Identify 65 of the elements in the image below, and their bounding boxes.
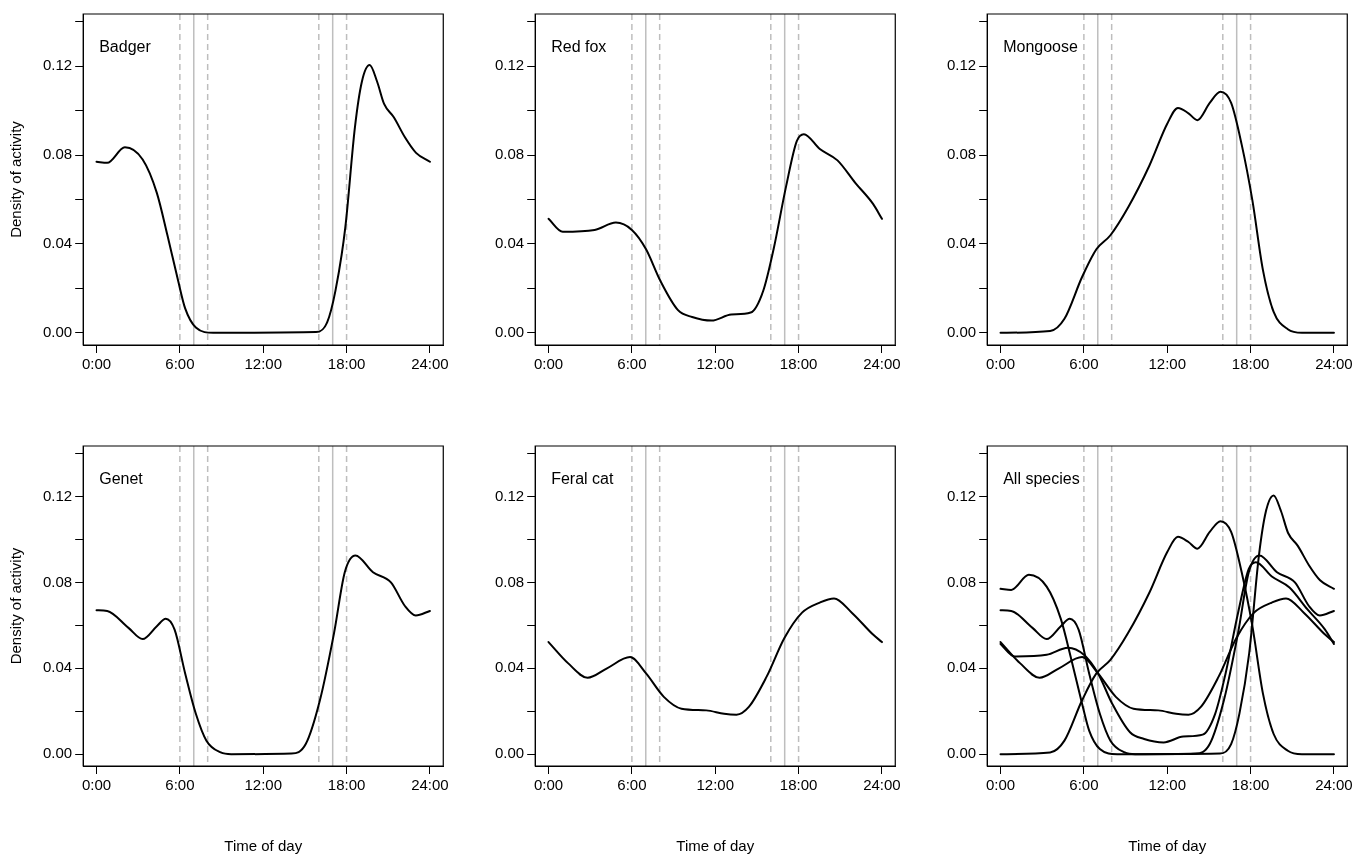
x-tick-label: 18:00 xyxy=(1231,355,1270,373)
x-tick-label: 18:00 xyxy=(1231,776,1270,794)
y-tick-label: 0.00 xyxy=(946,322,977,340)
x-tick-label: 12:00 xyxy=(244,776,283,794)
x-tick-label: 6:00 xyxy=(165,776,195,794)
x-tick-label: 12:00 xyxy=(696,776,735,794)
x-axis-title: Time of day xyxy=(1128,837,1207,855)
text: Red fox xyxy=(551,38,607,56)
text: Feral cat xyxy=(551,470,614,488)
y-tick-label: 0.00 xyxy=(494,322,525,340)
x-tick-label: 24:00 xyxy=(411,355,449,373)
x-tick-label: 18:00 xyxy=(779,776,818,794)
y-tick-label: 0.04 xyxy=(494,234,525,252)
y-tick-label: 0.00 xyxy=(946,744,977,762)
text: All species xyxy=(1003,470,1080,488)
x-tick-label: 24:00 xyxy=(863,355,901,373)
x-tick-label: 12:00 xyxy=(1148,776,1187,794)
y-tick-label: 0.00 xyxy=(42,322,73,340)
x-tick-label: 24:00 xyxy=(411,776,449,794)
y-tick-label: 0.08 xyxy=(494,572,525,590)
text: Badger xyxy=(99,38,152,56)
x-tick-label: 24:00 xyxy=(1315,355,1353,373)
y-tick-label: 0.00 xyxy=(42,744,73,762)
y-tick-label: 0.12 xyxy=(946,56,977,74)
x-tick-label: 0:00 xyxy=(533,355,564,373)
x-tick-label: 6:00 xyxy=(1069,355,1099,373)
x-tick-label: 0:00 xyxy=(81,355,112,373)
x-tick-label: 12:00 xyxy=(244,355,283,373)
x-tick-label: 6:00 xyxy=(617,355,647,373)
x-tick-label: 18:00 xyxy=(327,355,366,373)
y-axis-title: Density of activity xyxy=(7,547,25,665)
y-tick-label: 0.12 xyxy=(494,56,525,74)
x-tick-label: 6:00 xyxy=(1069,776,1099,794)
y-axis-title: Density of activity xyxy=(7,120,25,238)
y-tick-label: 0.04 xyxy=(946,234,977,252)
y-tick-label: 0.12 xyxy=(42,486,73,504)
y-tick-label: 0.00 xyxy=(494,744,525,762)
y-tick-label: 0.08 xyxy=(42,145,73,163)
y-tick-label: 0.12 xyxy=(946,486,977,504)
x-tick-label: 0:00 xyxy=(985,355,1016,373)
y-tick-label: 0.08 xyxy=(946,145,977,163)
x-axis-title: Time of day xyxy=(224,837,303,855)
y-tick-label: 0.04 xyxy=(42,234,73,252)
x-tick-label: 0:00 xyxy=(985,776,1016,794)
y-tick-label: 0.08 xyxy=(946,572,977,590)
x-tick-label: 18:00 xyxy=(779,355,818,373)
x-tick-label: 18:00 xyxy=(327,776,366,794)
x-tick-label: 12:00 xyxy=(696,355,735,373)
x-tick-label: 24:00 xyxy=(1315,776,1353,794)
y-tick-label: 0.08 xyxy=(42,572,73,590)
x-tick-label: 12:00 xyxy=(1148,355,1187,373)
x-tick-label: 0:00 xyxy=(533,776,564,794)
y-tick-label: 0.12 xyxy=(494,486,525,504)
x-axis-title: Time of day xyxy=(676,837,755,855)
x-tick-label: 24:00 xyxy=(863,776,901,794)
y-tick-label: 0.04 xyxy=(946,658,977,676)
text: Genet xyxy=(99,470,144,488)
y-tick-label: 0.08 xyxy=(494,145,525,163)
y-tick-label: 0.12 xyxy=(42,56,73,74)
x-tick-label: 6:00 xyxy=(165,355,195,373)
text: Mongoose xyxy=(1003,38,1079,56)
y-tick-label: 0.04 xyxy=(42,658,73,676)
y-tick-label: 0.04 xyxy=(494,658,525,676)
x-tick-label: 6:00 xyxy=(617,776,647,794)
x-tick-label: 0:00 xyxy=(81,776,112,794)
